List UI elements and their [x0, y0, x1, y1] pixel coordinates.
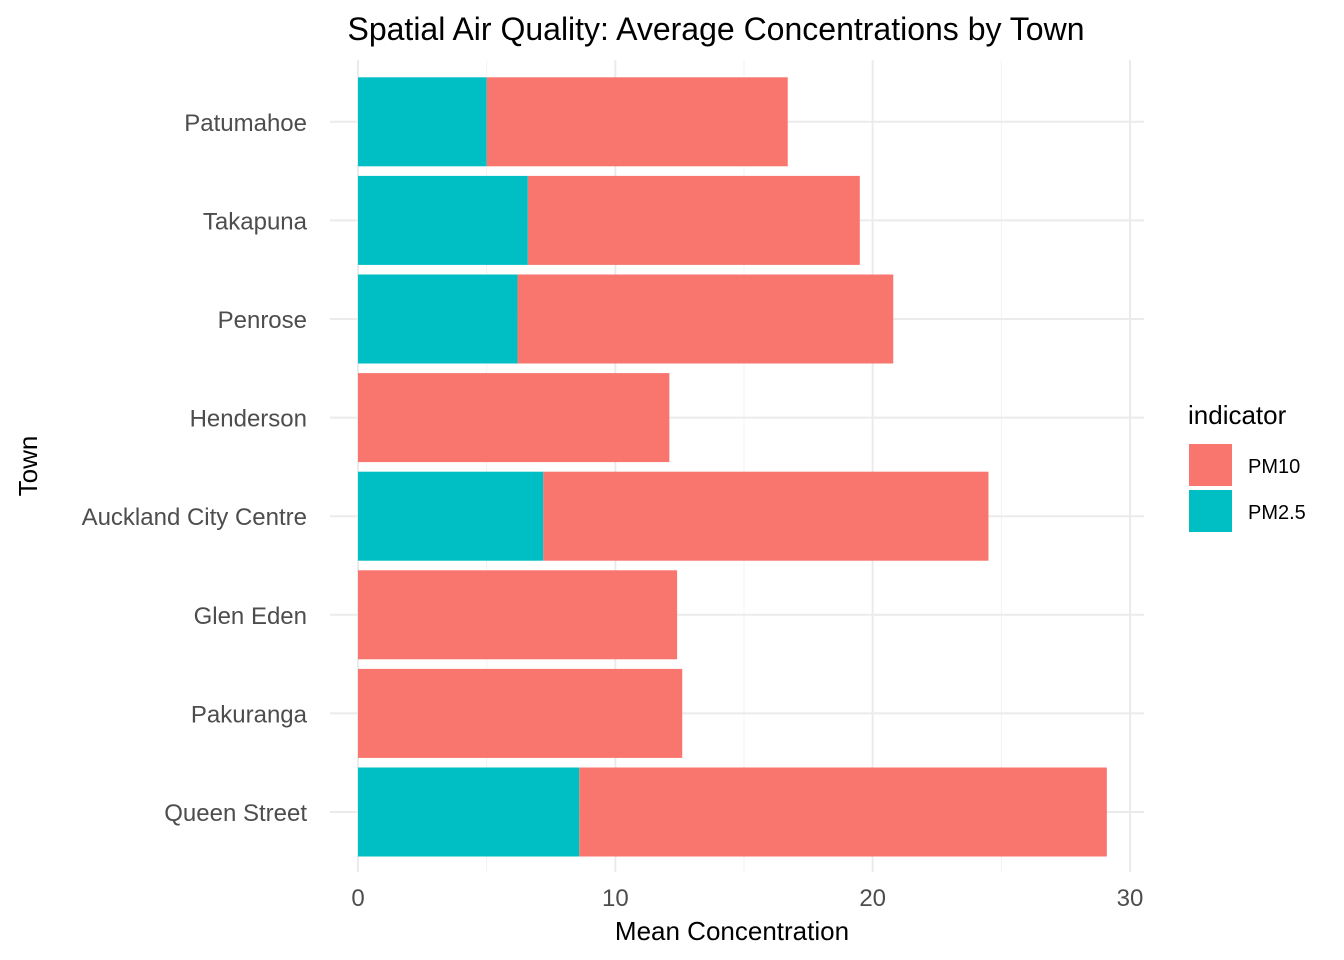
y-axis-ticks: Queen Street Pakuranga Glen Eden Auckland C…: [82, 110, 308, 827]
bar-pm10-auckland-city-centre: [543, 471, 989, 561]
x-tick-label: 0: [351, 885, 364, 912]
x-axis-title: Mean Concentration: [615, 916, 849, 946]
bar-pm10-takapuna: [527, 175, 860, 265]
bar-pm10-penrose: [517, 274, 894, 364]
legend-label: PM2.5: [1248, 502, 1306, 524]
bar-pm25-penrose: [358, 274, 518, 364]
bar-pm10-patumahoe: [486, 77, 788, 167]
bars: [358, 77, 1107, 857]
legend: indicator PM10 PM2.5: [1188, 400, 1306, 532]
legend-title: indicator: [1188, 400, 1287, 430]
legend-label: PM10: [1248, 456, 1300, 478]
legend-key-pm10: [1189, 444, 1232, 486]
legend-key-pm25: [1189, 490, 1232, 532]
bar-pm10-henderson: [358, 373, 670, 463]
x-tick-label: 10: [602, 885, 629, 912]
bar-pm10-queen-street: [579, 767, 1107, 857]
bar-pm25-queen-street: [358, 767, 580, 857]
x-tick-label: 20: [859, 885, 886, 912]
bar-pm10-glen-eden: [358, 570, 678, 660]
y-tick-label: Pakuranga: [191, 701, 308, 728]
y-axis-title: Town: [13, 436, 43, 497]
y-tick-label: Takapuna: [203, 208, 308, 235]
chart-title: Spatial Air Quality: Average Concentrati…: [347, 11, 1084, 47]
y-tick-label: Penrose: [218, 307, 307, 334]
bar-pm10-pakuranga: [358, 668, 683, 758]
x-axis-ticks: 0 10 20 30: [351, 885, 1143, 912]
y-tick-label: Glen Eden: [194, 603, 307, 630]
bar-pm25-takapuna: [358, 175, 528, 265]
bar-pm25-patumahoe: [358, 77, 487, 167]
y-tick-label: Queen Street: [164, 800, 307, 827]
y-tick-label: Henderson: [190, 406, 307, 433]
y-tick-label: Patumahoe: [184, 110, 307, 137]
y-tick-label: Auckland City Centre: [82, 504, 307, 531]
x-tick-label: 30: [1117, 885, 1144, 912]
bar-pm25-auckland-city-centre: [358, 471, 544, 561]
